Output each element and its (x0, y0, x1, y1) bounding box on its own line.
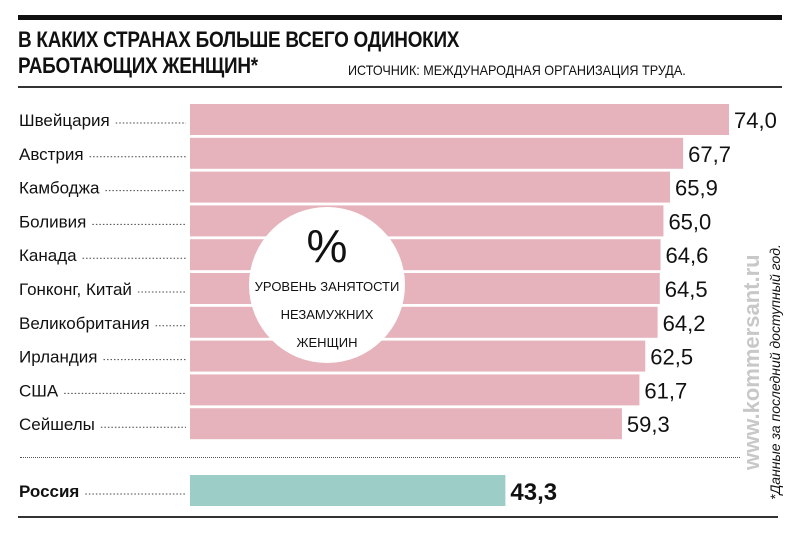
category-label: Канада (19, 246, 77, 265)
russia-separator (20, 457, 740, 458)
value-label: 64,5 (665, 277, 708, 302)
chart-title: В КАКИХ СТРАНАХ БОЛЬШЕ ВСЕГО ОДИНОКИХ РА… (18, 27, 459, 79)
bar (190, 340, 646, 372)
bar (190, 137, 684, 169)
top-rule (18, 15, 782, 20)
value-label: 64,6 (666, 243, 709, 268)
header-rule (18, 86, 782, 88)
circle-label-1: УРОВЕНЬ ЗАНЯТОСТИ (254, 279, 400, 294)
value-label: 61,7 (644, 378, 687, 403)
value-label: 64,2 (663, 311, 706, 336)
category-label: Россия (19, 482, 79, 501)
watermark: www.kommersant.ru (739, 254, 764, 470)
legend-circle: % УРОВЕНЬ ЗАНЯТОСТИ НЕЗАМУЖНИХ ЖЕНЩИН (249, 207, 405, 363)
bar (190, 374, 640, 406)
category-label: Сейшелы (19, 415, 95, 434)
circle-label-3: ЖЕНЩИН (296, 335, 358, 350)
category-label: Камбоджа (19, 179, 100, 198)
value-label: 65,0 (668, 209, 711, 234)
value-label: 74,0 (734, 108, 777, 133)
percent-symbol: % (306, 220, 348, 272)
category-label: Ирландия (19, 348, 97, 367)
footnote: *Данные за последний доступный год. (767, 244, 783, 500)
bar (190, 171, 671, 203)
title-line-2: РАБОТАЮЩИХ ЖЕНЩИН* (18, 53, 258, 78)
category-label: Австрия (19, 145, 84, 164)
value-label: 65,9 (675, 176, 718, 201)
category-label: США (19, 381, 59, 400)
value-label: 43,3 (510, 479, 557, 506)
bar (190, 104, 729, 135)
value-label: 67,7 (688, 142, 731, 167)
category-label: Великобритания (19, 314, 150, 333)
category-label: Швейцария (19, 111, 110, 130)
value-label: 59,3 (627, 412, 670, 437)
bar (190, 408, 622, 440)
bottom-rule (18, 516, 778, 518)
circle-label-2: НЕЗАМУЖНИХ (280, 307, 374, 322)
title-line-1: В КАКИХ СТРАНАХ БОЛЬШЕ ВСЕГО ОДИНОКИХ (18, 27, 460, 52)
bar (190, 475, 506, 506)
category-label: Боливия (19, 212, 86, 231)
category-label: Гонконг, Китай (19, 280, 132, 299)
source-note: ИСТОЧНИК: МЕЖДУНАРОДНАЯ ОРГАНИЗАЦИЯ ТРУД… (348, 62, 686, 78)
value-label: 62,5 (650, 345, 693, 370)
